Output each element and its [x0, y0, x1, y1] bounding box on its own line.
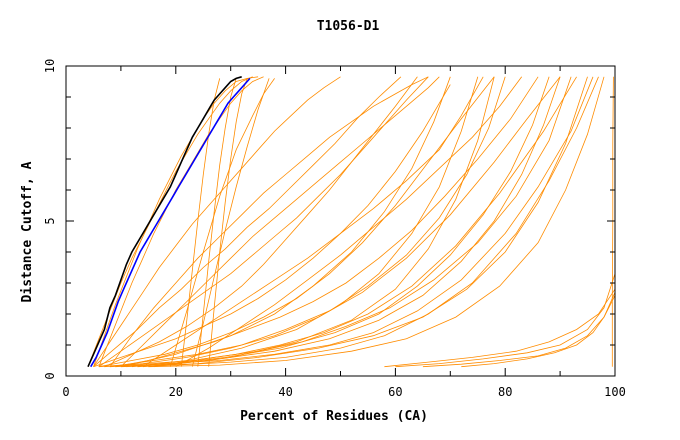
x-axis-label: Percent of Residues (CA): [240, 409, 428, 424]
series-line-13: [120, 76, 599, 368]
series-line-37: [461, 292, 616, 368]
series-line-29: [169, 78, 275, 367]
series-line-23: [115, 76, 539, 368]
series-line-36: [422, 295, 616, 368]
plot-frame: [65, 65, 616, 377]
series-line-22: [175, 76, 523, 368]
series-line-12: [109, 76, 594, 368]
x-tick-label-60: 60: [388, 385, 402, 399]
series-line-26: [148, 76, 605, 368]
series-line-20: [120, 76, 440, 367]
series-line-0: [87, 76, 242, 368]
series-line-16: [131, 76, 479, 368]
series-line-32: [208, 78, 248, 367]
series-line-14: [115, 76, 550, 368]
series-line-19: [109, 76, 429, 367]
series-line-38: [611, 76, 614, 367]
series-line-2: [87, 76, 253, 367]
series-line-4: [98, 76, 264, 367]
series-line-25: [137, 76, 588, 368]
series-line-33: [191, 78, 270, 367]
y-axis-label: Distance Cutoff, A: [20, 161, 35, 302]
x-tick-label-100: 100: [604, 385, 626, 399]
y-tick-label-5: 5: [43, 217, 57, 224]
series-line-34: [384, 288, 616, 368]
series-line-3: [93, 76, 259, 367]
series-line-35: [395, 273, 616, 368]
series-line-11: [104, 76, 577, 368]
series-line-21: [104, 76, 418, 368]
chart-title: T1056-D1: [317, 19, 380, 34]
axis-ticks: 0 20 40 60 80 100 0 5 10: [43, 59, 626, 399]
series-line-18: [142, 76, 484, 368]
x-tick-label-20: 20: [169, 385, 183, 399]
y-tick-label-0: 0: [43, 372, 57, 379]
series-line-6: [93, 76, 402, 368]
series-line-5: [93, 76, 341, 367]
y-tick-label-10: 10: [43, 59, 57, 73]
series-line-24: [126, 76, 572, 368]
x-tick-label-0: 0: [62, 385, 69, 399]
plot-lines: [87, 76, 616, 368]
series-line-8: [93, 84, 451, 368]
series-line-1: [90, 77, 251, 368]
series-line-7: [98, 76, 429, 368]
x-tick-label-80: 80: [498, 385, 512, 399]
series-line-30: [180, 78, 221, 367]
x-tick-label-40: 40: [278, 385, 292, 399]
series-line-27: [142, 76, 561, 368]
series-line-28: [153, 76, 495, 368]
